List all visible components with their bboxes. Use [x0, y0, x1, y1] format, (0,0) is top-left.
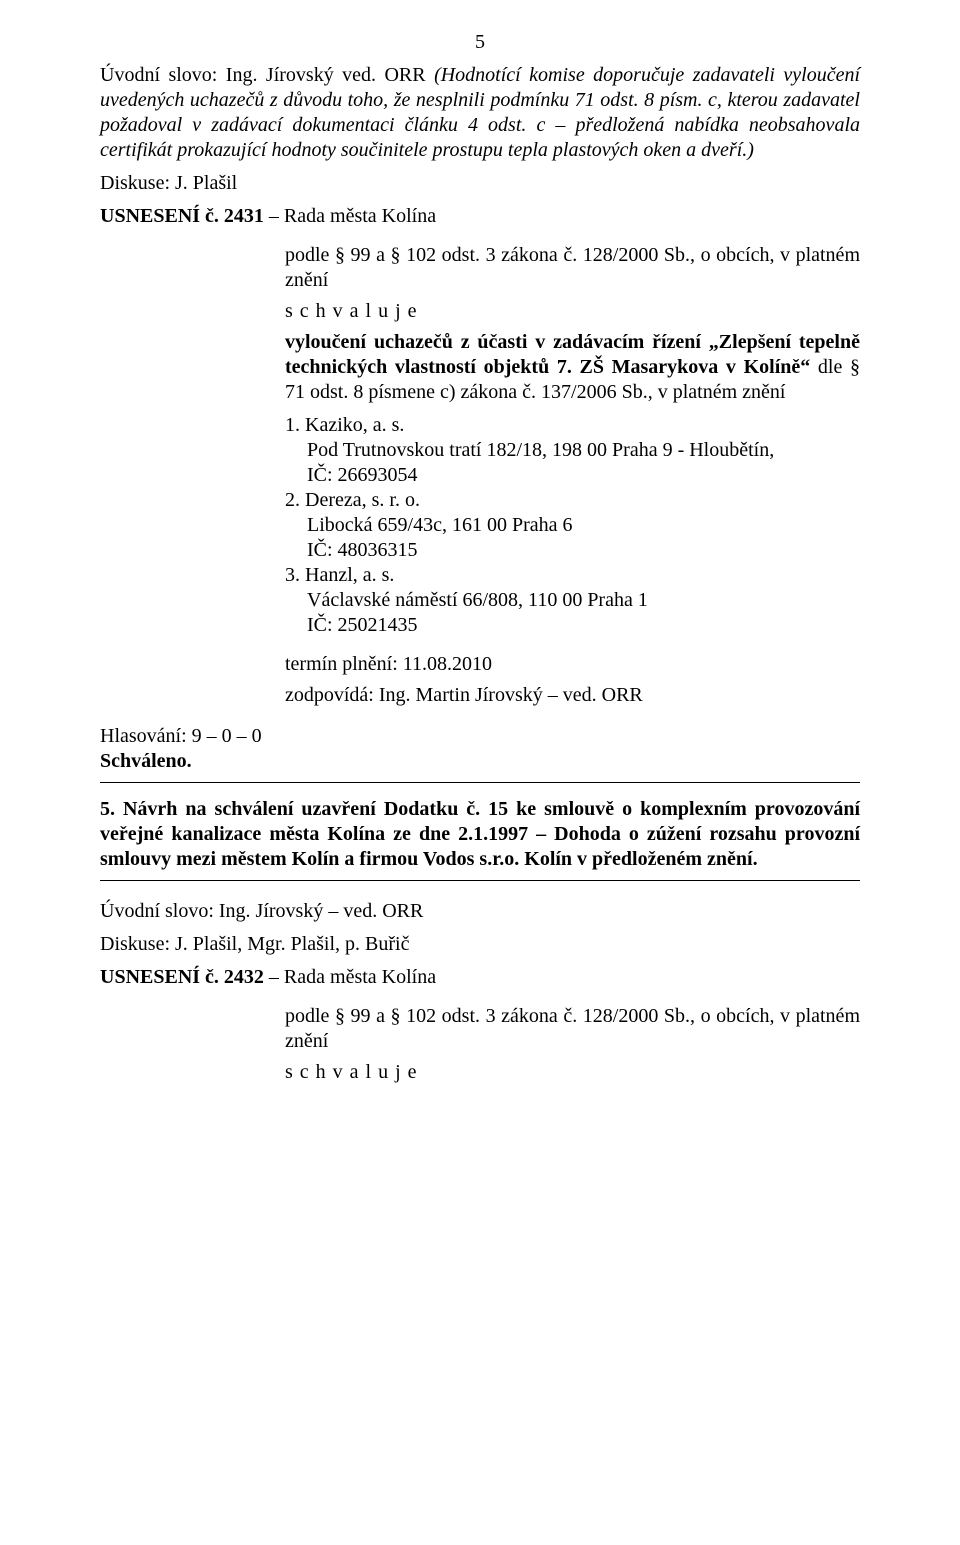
indent-block-1: podle § 99 a § 102 odst. 3 zákona č. 128…	[285, 243, 860, 708]
uvod-2: Úvodní slovo: Ing. Jírovský – ved. ORR	[100, 899, 860, 924]
schvaluje-2: s c h v a l u j e	[285, 1060, 860, 1085]
list-item: 3. Hanzl, a. s. Václavské náměstí 66/808…	[285, 563, 860, 638]
usneseni-2: USNESENÍ č. 2432 – Rada města Kolína	[100, 965, 860, 990]
schvaleno: Schváleno.	[100, 749, 860, 774]
list-item-line: Pod Trutnovskou tratí 182/18, 198 00 Pra…	[307, 438, 860, 463]
divider	[100, 782, 860, 783]
schvaluje-1: s c h v a l u j e	[285, 299, 860, 324]
intro-paragraph: Úvodní slovo: Ing. Jírovský ved. ORR (Ho…	[100, 63, 860, 163]
company-list: 1. Kaziko, a. s. Pod Trutnovskou tratí 1…	[285, 413, 860, 638]
list-item-line: Libocká 659/43c, 161 00 Praha 6	[307, 513, 860, 538]
list-item-head: 3. Hanzl, a. s.	[285, 563, 860, 588]
usneseni-2-label-rest: – Rada města Kolína	[264, 966, 436, 988]
indent-block-2: podle § 99 a § 102 odst. 3 zákona č. 128…	[285, 1004, 860, 1085]
usneseni-1-label-rest: – Rada města Kolína	[264, 205, 436, 227]
list-item: 2. Dereza, s. r. o. Libocká 659/43c, 161…	[285, 488, 860, 563]
diskuse-2: Diskuse: J. Plašil, Mgr. Plašil, p. Buři…	[100, 932, 860, 957]
intro-speaker: Úvodní slovo: Ing. Jírovský ved. ORR	[100, 64, 434, 86]
list-item-head: 2. Dereza, s. r. o.	[285, 488, 860, 513]
list-item-head: 1. Kaziko, a. s.	[285, 413, 860, 438]
usneseni-1-label-bold: USNESENÍ č. 2431	[100, 205, 264, 227]
zodpovida: zodpovídá: Ing. Martin Jírovský – ved. O…	[285, 683, 860, 708]
section-5-heading: 5. Návrh na schválení uzavření Dodatku č…	[100, 797, 860, 872]
page: 5 Úvodní slovo: Ing. Jírovský ved. ORR (…	[0, 0, 960, 1545]
podle-1: podle § 99 a § 102 odst. 3 zákona č. 128…	[285, 243, 860, 293]
hlasovani-line: Hlasování: 9 – 0 – 0	[100, 724, 860, 749]
list-item-line: IČ: 26693054	[307, 463, 860, 488]
list-item: 1. Kaziko, a. s. Pod Trutnovskou tratí 1…	[285, 413, 860, 488]
page-number: 5	[100, 30, 860, 55]
termin: termín plnění: 11.08.2010	[285, 652, 860, 677]
podle-2: podle § 99 a § 102 odst. 3 zákona č. 128…	[285, 1004, 860, 1054]
list-item-line: IČ: 48036315	[307, 538, 860, 563]
vylouceni-bold: vyloučení uchazečů z účasti v zadávacím …	[285, 331, 860, 378]
divider	[100, 880, 860, 881]
list-item-line: IČ: 25021435	[307, 613, 860, 638]
diskuse-1: Diskuse: J. Plašil	[100, 171, 860, 196]
usneseni-2-label-bold: USNESENÍ č. 2432	[100, 966, 264, 988]
list-item-line: Václavské náměstí 66/808, 110 00 Praha 1	[307, 588, 860, 613]
vylouceni: vyloučení uchazečů z účasti v zadávacím …	[285, 330, 860, 405]
usneseni-1: USNESENÍ č. 2431 – Rada města Kolína	[100, 204, 860, 229]
